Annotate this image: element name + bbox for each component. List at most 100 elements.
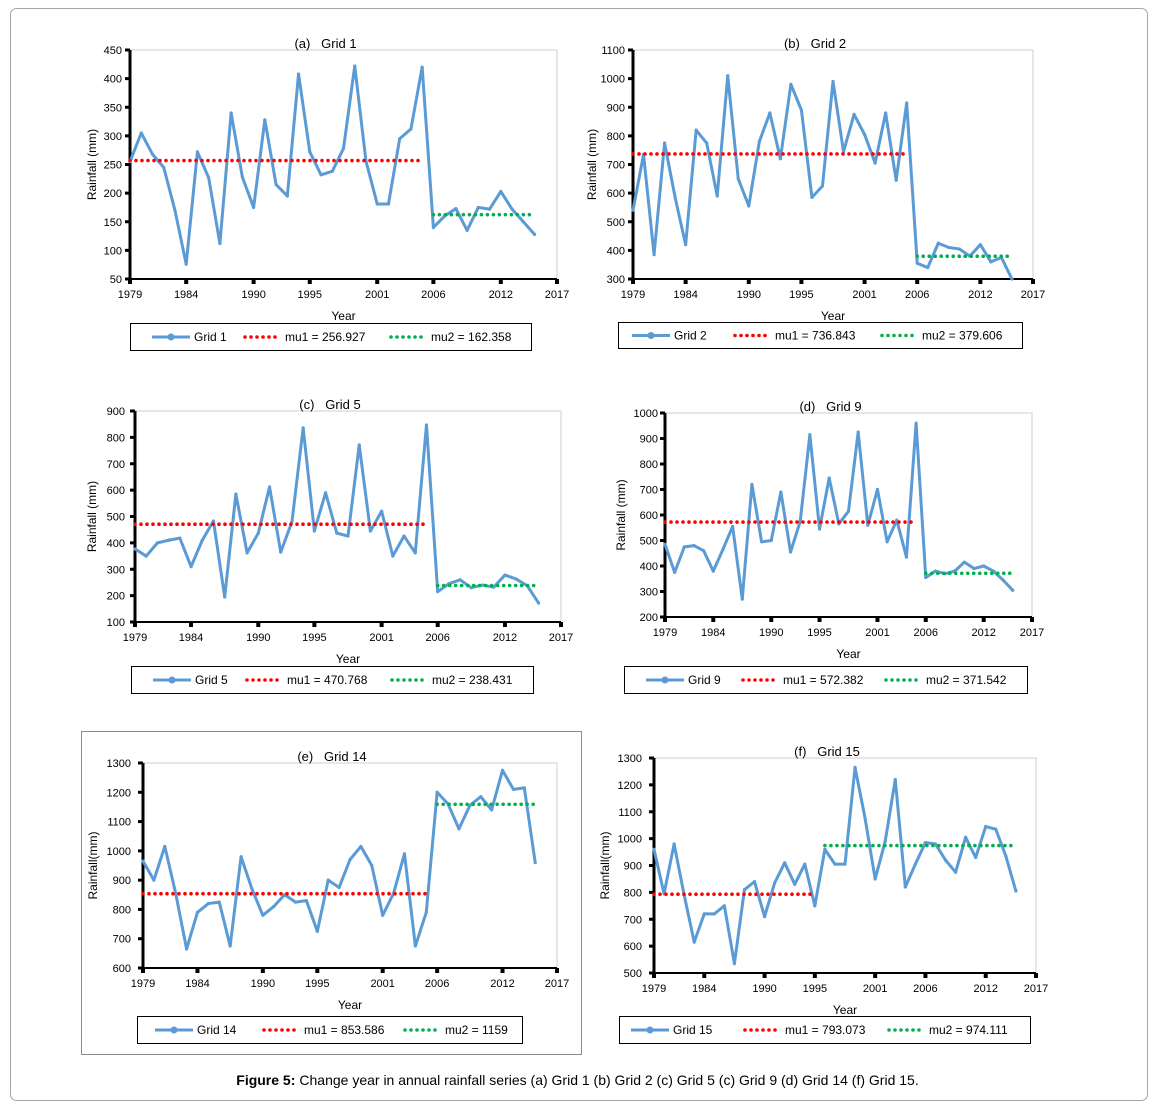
x-tick-mark	[431, 279, 436, 284]
rainfall-data-point	[424, 910, 428, 914]
x-tick-label: 1979	[123, 632, 147, 644]
rainfall-data-point	[873, 877, 877, 881]
x-tick-mark	[189, 622, 194, 627]
rainfall-data-point	[381, 913, 385, 917]
rainfall-data-point	[631, 208, 635, 212]
rainfall-data-point	[747, 204, 751, 208]
rainfall-data-point	[863, 816, 867, 821]
x-tick-label: 1984	[179, 632, 203, 644]
rainfall-data-point	[904, 555, 909, 559]
x-tick-label: 2006	[905, 289, 929, 301]
rainfall-data-point	[368, 529, 373, 533]
x-axis-title: Year	[821, 309, 845, 323]
y-tick-label: 100	[104, 245, 122, 257]
x-tick-label: 1995	[305, 978, 329, 990]
rainfall-data-point	[285, 194, 289, 198]
rainfall-data-point	[947, 245, 951, 250]
rainfall-data-point	[1011, 588, 1015, 592]
x-tick-mark	[923, 617, 928, 622]
rainfall-data-point	[468, 803, 472, 808]
x-tick-label: 1984	[185, 978, 209, 990]
x-tick-label: 1984	[692, 983, 716, 995]
rainfall-data-point	[810, 195, 814, 200]
figure-border	[10, 8, 1148, 1101]
y-tick-label: 900	[640, 434, 658, 446]
x-tick-label: 2006	[421, 289, 445, 301]
rainfall-data-point	[740, 597, 744, 601]
x-tick-mark	[812, 973, 817, 978]
y-tick-label: 1000	[634, 408, 658, 420]
y-tick-label: 350	[104, 102, 122, 114]
rainfall-data-point	[211, 519, 216, 523]
y-tick-label: 150	[104, 217, 122, 229]
y-tick-label: 1000	[618, 834, 642, 846]
rainfall-data-point	[139, 131, 143, 135]
legend: Grid 1 mu1 = 256.927 mu2 = 162.358	[130, 323, 532, 351]
rainfall-data-point	[915, 261, 919, 265]
chart-panel-e: (e) Grid 14 600 700 800 900 1000 1100 1200 1300 1…	[81, 731, 582, 1055]
legend-label: mu1 = 793.073	[785, 1023, 866, 1037]
chart-title: (a) Grid 1	[294, 36, 356, 51]
legend-label: mu2 = 162.358	[431, 330, 512, 344]
x-tick-label: 2006	[425, 978, 449, 990]
rainfall-data-point	[431, 225, 435, 230]
rainfall-data-point	[144, 554, 148, 558]
rainfall-data-point	[184, 262, 188, 266]
rainfall-data-point	[312, 529, 316, 533]
rainfall-data-point	[808, 433, 812, 437]
rainfall-data-point	[308, 150, 312, 154]
rainfall-data-point	[514, 577, 518, 581]
rainfall-data-point	[335, 531, 339, 535]
rainfall-data-point	[184, 947, 189, 951]
x-tick-label: 1995	[302, 632, 326, 644]
rainfall-data-point	[386, 202, 391, 206]
rainfall-data-point	[141, 859, 145, 863]
rainfall-data-point	[736, 177, 740, 181]
rainfall-data-point	[337, 885, 341, 890]
rainfall-data-point	[301, 426, 305, 430]
rainfall-data-point	[267, 485, 272, 489]
y-tick-label: 600	[640, 510, 658, 522]
x-tick-label: 2006	[913, 983, 937, 995]
rainfall-data-point	[533, 860, 537, 865]
rainfall-data-point	[207, 176, 211, 180]
rainfall-data-point	[750, 482, 754, 486]
rainfall-data-point	[1001, 578, 1005, 582]
legend: Grid 2 mu1 = 736.843 mu2 = 379.606	[618, 322, 1023, 349]
legend-label: mu1 = 256.927	[285, 330, 366, 344]
figure-caption: Figure 5: Change year in annual rainfall …	[0, 1071, 1155, 1089]
rainfall-data-point	[167, 538, 171, 542]
chart-panel-b: (b) Grid 2 300 400 500 600 700 800 900 1000 1100 1…	[585, 36, 1045, 349]
x-tick-label: 2017	[1024, 983, 1048, 995]
x-tick-label: 2001	[863, 983, 887, 995]
x-tick-label: 2012	[973, 983, 997, 995]
rainfall-data-point	[454, 206, 458, 211]
y-tick-label: 1200	[107, 787, 131, 799]
rainfall-data-point	[370, 863, 374, 868]
y-tick-label: 500	[624, 968, 642, 980]
rainfall-data-point	[234, 492, 238, 496]
rainfall-data-point	[820, 184, 825, 188]
chart-panel-f: (f) Grid 15 500 600 700 800 900 1000 1100 1200 13…	[598, 744, 1048, 1044]
rainfall-data-point	[217, 900, 221, 904]
rainfall-data-point	[752, 880, 757, 884]
rainfall-data-point	[732, 961, 737, 966]
rainfall-data-point	[846, 509, 851, 513]
rainfall-data-point	[933, 569, 938, 573]
rainfall-data-point	[413, 944, 417, 948]
x-tick-mark	[435, 622, 440, 627]
rainfall-data-point	[721, 547, 725, 552]
x-tick-mark	[873, 973, 878, 978]
rainfall-data-point	[989, 260, 993, 264]
rainfall-data-point	[279, 550, 283, 554]
rainfall-data-point	[684, 243, 688, 247]
x-tick-mark	[555, 279, 559, 284]
rainfall-data-point	[162, 165, 166, 169]
plot-area	[664, 412, 1033, 618]
rainfall-data-point	[178, 536, 182, 540]
rainfall-data-point	[133, 547, 137, 551]
rainfall-data-point	[359, 844, 363, 849]
x-tick-mark	[981, 617, 986, 622]
rainfall-data-point	[715, 194, 719, 198]
